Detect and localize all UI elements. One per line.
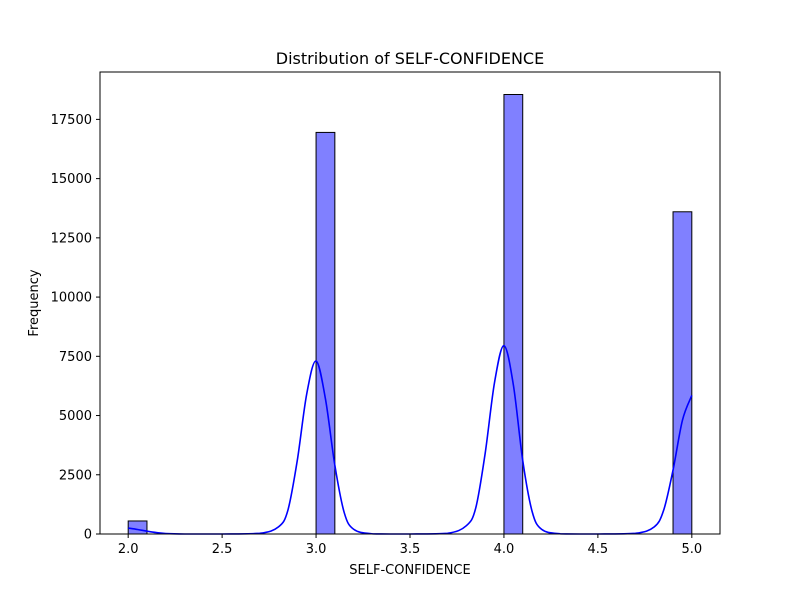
x-tick-label: 4.5	[588, 542, 609, 557]
plot-frame	[99, 71, 721, 535]
x-tick-label: 3.0	[306, 542, 327, 557]
y-tick-label: 10000	[51, 291, 92, 306]
x-tick-label: 2.5	[212, 542, 233, 557]
y-axis-ticks: 0 2500 5000 7500 10000 12500 15000 17500	[51, 113, 100, 543]
y-tick-label: 12500	[51, 231, 92, 246]
x-tick-label: 5.0	[681, 542, 702, 557]
bars-layer	[127, 94, 693, 535]
histogram-bar-3	[672, 211, 693, 535]
x-axis-ticks: 2.0 2.5 3.0 3.5 4.0 4.5 5.0	[118, 534, 702, 557]
histogram-bar-2	[503, 94, 524, 535]
x-tick-label: 2.0	[118, 542, 139, 557]
y-tick-label: 7500	[59, 350, 92, 365]
x-axis-label: SELF-CONFIDENCE	[349, 563, 470, 578]
y-tick-label: 2500	[59, 468, 92, 483]
y-tick-label: 17500	[51, 113, 92, 128]
histogram-bar-0	[127, 520, 148, 535]
x-tick-label: 3.5	[400, 542, 421, 557]
y-tick-label: 5000	[59, 409, 92, 424]
chart-title: Distribution of SELF-CONFIDENCE	[276, 49, 544, 68]
y-tick-label: 0	[84, 528, 92, 543]
x-tick-label: 4.0	[494, 542, 515, 557]
kde-curve	[128, 344, 693, 535]
y-axis-label: Frequency	[27, 269, 42, 336]
histogram-bar-1	[315, 131, 336, 535]
kde-layer	[128, 344, 693, 535]
y-tick-label: 15000	[51, 172, 92, 187]
